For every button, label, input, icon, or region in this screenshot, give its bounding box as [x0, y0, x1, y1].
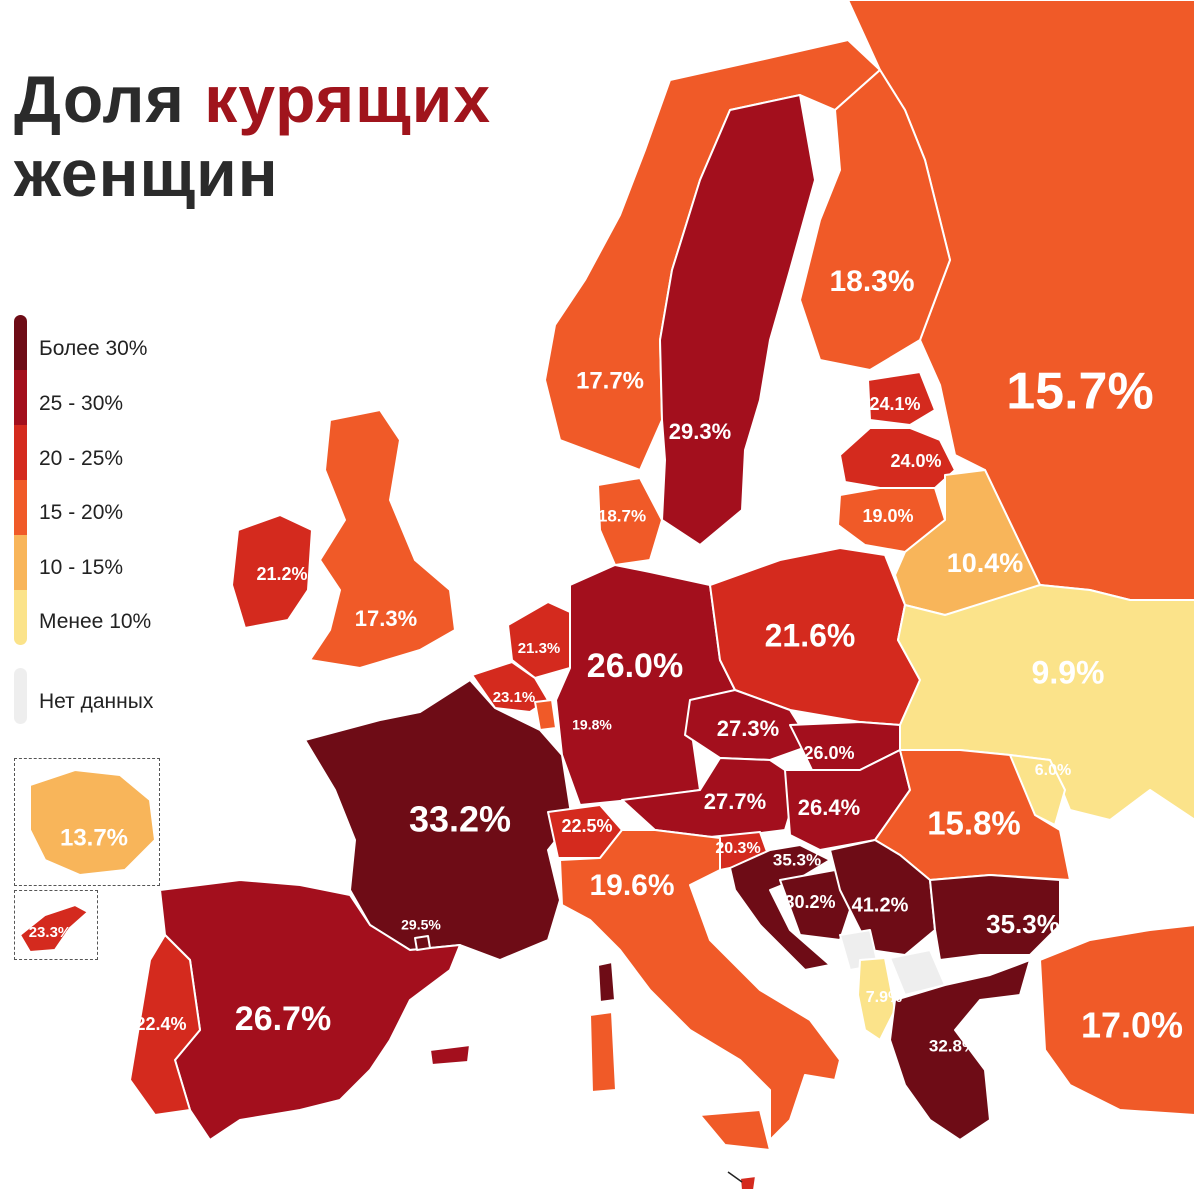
- region-france: [304, 679, 573, 961]
- label-ireland: 21.2%: [256, 564, 307, 584]
- region-andorra: [414, 935, 431, 951]
- cyprus-inset-frame: [14, 890, 98, 960]
- label-latvia: 24.0%: [890, 451, 941, 471]
- legend-item-15-20: 15 - 20%: [39, 501, 124, 524]
- label-slovakia: 26.0%: [803, 743, 854, 763]
- label-iceland: 13.7%: [60, 824, 128, 851]
- label-estonia: 24.1%: [869, 394, 920, 414]
- legend-item-over-30: Более 30%: [39, 337, 148, 360]
- label-greece: 32.8%: [929, 1036, 977, 1055]
- label-slovenia: 20.3%: [715, 840, 760, 857]
- region-cyprus: [19, 904, 89, 953]
- region-germany: [555, 564, 736, 806]
- region-turkey: [1039, 924, 1195, 1116]
- region-sweden: [659, 94, 816, 546]
- region-czech: [684, 689, 813, 761]
- region-portugal: [129, 934, 201, 1116]
- label-austria: 27.7%: [704, 789, 766, 814]
- label-finland: 18.3%: [829, 265, 914, 298]
- region-greece: [889, 959, 1031, 1141]
- label-sweden: 29.3%: [669, 419, 731, 444]
- iceland-inset-frame: [14, 758, 160, 886]
- region-croatia: [729, 844, 831, 971]
- label-poland: 21.6%: [765, 617, 856, 653]
- region-corsica: [597, 961, 616, 1003]
- region-ukraine: [897, 584, 1195, 821]
- region-malta: [739, 1175, 757, 1191]
- region-ireland: [231, 514, 313, 629]
- label-hungary: 26.4%: [798, 795, 860, 820]
- legend-color-bar: [14, 315, 27, 645]
- region-finland: [799, 69, 951, 371]
- legend-item-25-30: 25 - 30%: [39, 392, 124, 415]
- label-moldova: 6.0%: [1035, 762, 1071, 779]
- region-serbia: [829, 839, 936, 956]
- malta-pointer-line: [727, 1171, 743, 1183]
- label-italy: 19.6%: [589, 869, 674, 902]
- region-sardinia: [589, 1011, 617, 1093]
- label-albania: 7.9%: [866, 989, 902, 1006]
- label-ukraine: 9.9%: [1032, 654, 1105, 690]
- label-uk: 17.3%: [355, 606, 417, 631]
- region-iceland: [29, 769, 156, 876]
- map-title: Доля курящих женщин: [14, 62, 491, 210]
- label-portugal: 22.4%: [135, 1014, 186, 1034]
- region-italy: [559, 829, 841, 1141]
- region-estonia: [867, 371, 936, 426]
- region-sicily: [699, 1109, 771, 1151]
- label-lithuania: 19.0%: [862, 506, 913, 526]
- region-bosnia: [779, 869, 851, 941]
- region-balearic: [429, 1044, 471, 1066]
- label-czech: 27.3%: [717, 716, 779, 741]
- region-denmark: [597, 477, 663, 566]
- label-netherlands: 21.3%: [518, 640, 561, 657]
- region-bulgaria: [929, 874, 1061, 961]
- label-luxembourg: 19.8%: [572, 717, 612, 733]
- title-part-2: женщин: [14, 136, 279, 210]
- title-part-1: Доля: [14, 62, 205, 136]
- region-uk: [309, 409, 456, 669]
- label-serbia: 41.2%: [852, 894, 909, 916]
- label-russia: 15.7%: [1006, 363, 1153, 421]
- region-latvia: [839, 427, 956, 489]
- legend-item-10-15: 10 - 15%: [39, 556, 124, 579]
- label-turkey: 17.0%: [1081, 1005, 1183, 1046]
- label-bosnia: 30.2%: [784, 892, 835, 912]
- label-spain: 26.7%: [235, 1000, 331, 1038]
- label-cyprus: 23.3%: [29, 924, 72, 941]
- legend-item-20-25: 20 - 25%: [39, 447, 124, 470]
- label-romania: 15.8%: [927, 805, 1021, 842]
- label-denmark: 18.7%: [598, 506, 646, 525]
- legend-item-under-10: Менее 10%: [39, 610, 152, 633]
- legend-nodata-swatch: [14, 668, 27, 724]
- region-albania: [857, 957, 896, 1041]
- label-bulgaria: 35.3%: [986, 909, 1060, 939]
- label-malta: 22.5%: [701, 1154, 744, 1171]
- label-andorra: 29.5%: [401, 917, 441, 933]
- label-croatia: 35.3%: [773, 850, 821, 869]
- label-switzerland: 22.5%: [561, 816, 612, 836]
- label-belgium: 23.1%: [493, 689, 536, 706]
- label-france: 33.2%: [409, 799, 511, 840]
- legend-item-nodata: Нет данных: [39, 690, 154, 713]
- label-norway: 17.7%: [576, 367, 644, 394]
- label-belarus: 10.4%: [947, 548, 1024, 578]
- region-luxembourg: [534, 699, 557, 731]
- title-accent: курящих: [204, 62, 492, 136]
- label-germany: 26.0%: [587, 647, 683, 685]
